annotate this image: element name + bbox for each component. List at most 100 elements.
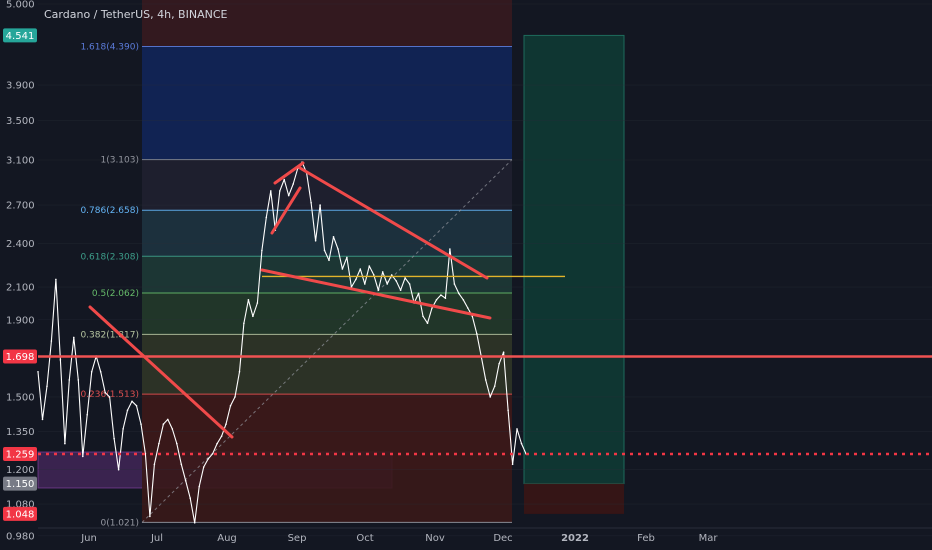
price-point (520, 442, 523, 445)
price-point (90, 371, 93, 373)
trendline[interactable] (298, 166, 489, 280)
grid (38, 3, 932, 537)
trendline[interactable] (260, 268, 492, 320)
price-series-layer (37, 161, 527, 524)
x-tick-label: Aug (217, 533, 237, 544)
price-point (417, 292, 420, 295)
price-point (310, 201, 312, 204)
price-point (99, 371, 102, 373)
price-point (364, 283, 366, 285)
price-point (426, 322, 429, 325)
long-position-loss (524, 483, 624, 514)
price-point (207, 458, 209, 460)
trendlines (38, 161, 932, 456)
price-point (467, 307, 469, 309)
trendline[interactable] (270, 186, 302, 235)
price-point (449, 248, 451, 250)
trendline[interactable] (273, 161, 305, 185)
price-point (440, 294, 442, 296)
price-point (368, 265, 371, 267)
price-point (516, 428, 518, 430)
price-point (229, 404, 232, 407)
price-point (153, 463, 156, 466)
price-badge-label: 4.541 (6, 31, 35, 42)
y-tick-label: 5.000 (6, 0, 35, 11)
price-point (399, 289, 402, 292)
price-point (462, 299, 465, 301)
price-point (484, 379, 487, 381)
price-point (238, 371, 241, 373)
price-point (162, 423, 165, 425)
price-badge-label: 1.150 (6, 479, 35, 490)
price-point (243, 322, 245, 325)
price-point (140, 423, 142, 425)
price-badge (3, 447, 37, 462)
y-tick-label: 3.100 (6, 156, 35, 167)
price-point (489, 396, 492, 398)
price-point (189, 497, 191, 499)
price-point (404, 277, 406, 279)
x-tick-label: Jul (150, 533, 163, 544)
fib-band (142, 210, 512, 257)
price-point (41, 418, 44, 421)
price-point (493, 385, 496, 388)
x-tick-label: Nov (425, 533, 445, 544)
price-point (82, 455, 84, 458)
price-point (458, 292, 460, 295)
price-point (113, 437, 115, 440)
price-badge-label: 1.048 (6, 509, 35, 520)
x-tick-label: Sep (288, 533, 307, 544)
price-badge-label: 1.698 (6, 352, 35, 363)
price-point (193, 522, 196, 524)
price-point (507, 409, 509, 412)
price-point (131, 400, 133, 403)
price-point (355, 278, 357, 281)
fib-diagonal (141, 159, 513, 523)
price-point (476, 333, 478, 335)
price-point (498, 363, 500, 365)
y-axis: 5.000 3.900 3.500 3.100 2.700 2.400 2.100 1.900… (6, 0, 35, 542)
price-point (158, 442, 160, 445)
price-point (346, 256, 348, 259)
x-tick-label: Jun (80, 533, 97, 544)
price-point (328, 259, 330, 262)
fib-level-label: 1(3.103) (100, 156, 139, 166)
price-point (422, 315, 424, 318)
x-tick-label: Feb (637, 533, 655, 544)
price-point (252, 315, 254, 318)
price-series-line (37, 161, 527, 524)
price-point (337, 248, 339, 250)
price-point (332, 236, 335, 238)
fib-level-label: 0(1.021) (100, 518, 139, 528)
y-tick-label: 1.080 (6, 500, 35, 511)
price-point (390, 274, 393, 276)
price-point (283, 178, 286, 181)
price-point (341, 268, 344, 270)
price-point (234, 396, 236, 398)
price-point (435, 299, 438, 301)
price-point (104, 391, 106, 394)
fib-band (142, 46, 512, 160)
price-point (126, 409, 129, 412)
y-tick-label: 2.700 (6, 201, 35, 212)
y-tick-label: 2.100 (6, 283, 35, 294)
trendline[interactable] (88, 305, 234, 439)
price-point (471, 315, 474, 318)
price-point (202, 466, 205, 468)
price-point (502, 351, 505, 354)
price-point (247, 299, 250, 301)
price-point (46, 385, 48, 388)
price-point (386, 283, 389, 285)
price-point (122, 428, 124, 430)
price-point (171, 428, 174, 430)
x-axis: Jun Jul Aug Sep Oct Nov Dec 2022 Feb Mar (38, 527, 932, 544)
price-point (77, 379, 80, 381)
y-tick-label: 1.200 (6, 465, 35, 476)
price-point (359, 268, 362, 270)
price-point (216, 442, 218, 445)
fib-band (142, 293, 512, 335)
price-point (261, 249, 263, 252)
price-point (453, 283, 456, 285)
price-point (279, 190, 281, 192)
